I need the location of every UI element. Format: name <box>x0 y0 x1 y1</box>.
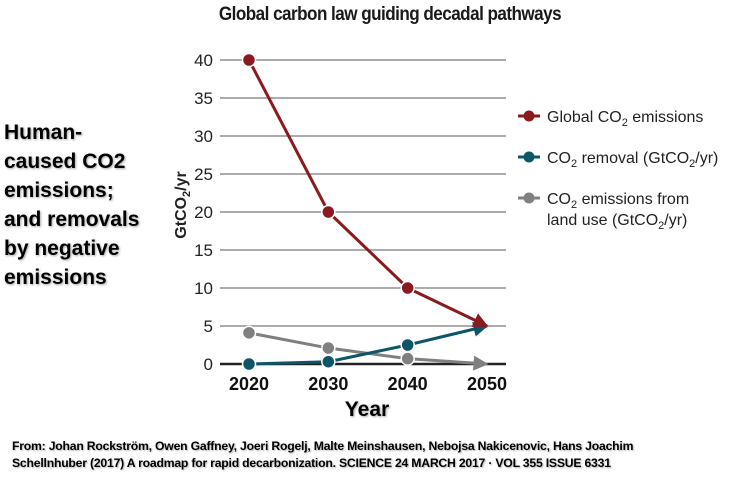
x-tick-label: 2050 <box>467 374 507 394</box>
y-tick-label: 15 <box>194 241 213 260</box>
y-tick-label: 40 <box>194 51 213 70</box>
side-annotation-line: emissions; <box>4 179 114 202</box>
legend-swatch-marker <box>523 110 535 122</box>
series-2 <box>241 325 489 371</box>
series-1 <box>241 321 489 372</box>
side-annotation-line: emissions <box>4 266 107 289</box>
data-point <box>321 354 336 369</box>
legend-item: Global CO2 emissions <box>518 109 703 129</box>
legend: Global CO2 emissions CO2 removal (GtCO2/y… <box>518 109 718 232</box>
data-point <box>400 280 415 296</box>
y-axis: 0 5 10 15 20 25 30 35 40 <box>194 51 213 374</box>
legend-label: land use (GtCO2/yr) <box>547 212 687 232</box>
y-tick-label: 25 <box>194 165 213 184</box>
series-line-segment <box>407 286 489 328</box>
series-line-segment <box>328 343 408 364</box>
series-line-segment <box>248 331 329 350</box>
legend-label: CO2 removal (GtCO2/yr) <box>547 150 718 170</box>
y-tick-label: 20 <box>194 203 213 222</box>
data-point <box>321 340 336 356</box>
side-annotation-line: by negative <box>4 237 120 260</box>
data-point <box>321 204 336 220</box>
data-point <box>400 337 415 353</box>
data-point <box>241 356 257 372</box>
y-tick-label: 30 <box>194 127 213 146</box>
side-annotation: Human- caused CO2 emissions; and removal… <box>4 118 164 292</box>
x-tick-label: 2040 <box>388 374 428 394</box>
y-tick-label: 35 <box>194 89 213 108</box>
data-point <box>241 325 257 341</box>
legend-swatch-marker <box>523 192 535 204</box>
side-annotation-line: caused CO2 <box>4 150 126 173</box>
y-axis-title: GtCO2/yr <box>173 171 193 238</box>
series-0 <box>241 52 489 328</box>
series-line-segment <box>247 59 330 213</box>
legend-item: CO2 removal (GtCO2/yr) <box>518 150 718 170</box>
gridlines <box>220 59 506 366</box>
series-layer <box>241 52 489 372</box>
side-annotation-line: and removals <box>4 208 140 231</box>
y-tick-label: 0 <box>204 355 213 374</box>
legend-label: CO2 emissions from <box>547 191 689 211</box>
series-line-segment <box>327 210 409 290</box>
x-axis: 2020 2030 2040 2050 <box>229 374 507 394</box>
series-line-segment <box>407 321 489 347</box>
source-line: Schellnhuber (2017) A roadmap for rapid … <box>12 456 611 470</box>
y-tick-label: 5 <box>204 317 213 336</box>
data-point <box>241 52 257 68</box>
x-tick-label: 2020 <box>229 374 269 394</box>
source-citation: From: Johan Rockström, Owen Gaffney, Joe… <box>12 438 732 472</box>
y-tick-label: 10 <box>194 279 213 298</box>
data-point <box>400 351 415 366</box>
source-line: From: Johan Rockström, Owen Gaffney, Joe… <box>12 439 634 453</box>
legend-swatch-marker <box>523 151 535 163</box>
legend-label: Global CO2 emissions <box>547 109 703 129</box>
chart-title: Global carbon law guiding decadal pathwa… <box>218 4 562 25</box>
x-tick-label: 2030 <box>308 374 348 394</box>
x-axis-title: Year <box>345 398 389 421</box>
series-line-segment <box>407 355 489 371</box>
series-line-segment <box>248 360 329 366</box>
side-annotation-line: Human- <box>4 121 83 144</box>
